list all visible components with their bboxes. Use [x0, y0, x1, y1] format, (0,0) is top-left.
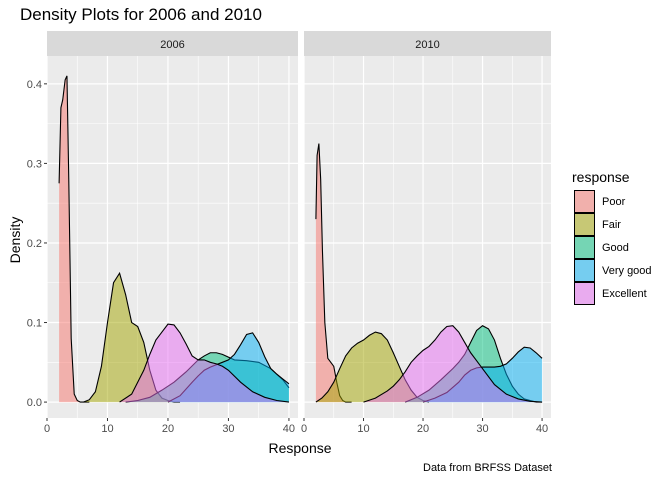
density-area-fair: [83, 273, 181, 403]
y-tick-label: 0.2: [27, 238, 42, 250]
y-tick-label: 0.0: [27, 397, 42, 409]
legend-item-poor: Poor: [574, 190, 626, 213]
legend-label: Excellent: [602, 288, 647, 300]
legend: response Poor Fair Good Very good Excellent: [572, 169, 652, 305]
facet-strip-label: 2006: [160, 39, 184, 51]
density-area-poor: [59, 75, 90, 403]
legend-label: Fair: [602, 219, 621, 231]
legend-item-very-good: Very good: [574, 259, 652, 282]
legend-item-fair: Fair: [574, 213, 621, 236]
x-tick-label: 10: [101, 423, 113, 435]
facet-panels: 2006 0 10 20 30 40 0.0 0.1 0.2 0.3 0.4 2010 0 10 20 30 4…: [27, 31, 551, 435]
x-tick-label: 0: [44, 423, 50, 435]
y-axis-title: Density: [7, 217, 23, 264]
density-line-excellent: [119, 323, 290, 403]
x-tick-label: 0: [301, 423, 307, 435]
density-areas: [315, 143, 543, 403]
facet-strip: [304, 31, 551, 56]
x-tick-label: 40: [536, 423, 548, 435]
x-tick-label: 20: [417, 423, 429, 435]
facet-strip: [47, 31, 298, 56]
legend-swatch: [574, 282, 595, 305]
legend-label: Very good: [602, 265, 652, 277]
facet-panel-2010: 2010 0 10 20 30 40: [301, 31, 551, 435]
legend-label: Poor: [602, 196, 626, 208]
legend-label: Good: [602, 242, 629, 254]
density-line-poor: [58, 75, 90, 403]
legend-item-good: Good: [574, 236, 629, 259]
x-tick-label: 30: [222, 423, 234, 435]
legend-swatch: [574, 259, 595, 282]
x-axis-title: Response: [268, 440, 331, 456]
density-areas: [58, 75, 290, 403]
x-tick-label: 10: [357, 423, 369, 435]
legend-title: response: [572, 169, 630, 185]
chart-caption: Data from BRFSS Dataset: [423, 462, 552, 474]
facet-panel-2006: 2006 0 10 20 30 40 0.0 0.1 0.2 0.3 0.4: [27, 31, 298, 435]
y-tick-label: 0.3: [27, 158, 42, 170]
density-area-excellent: [119, 324, 289, 403]
y-tick-label: 0.4: [27, 79, 42, 91]
legend-item-excellent: Excellent: [574, 282, 647, 305]
x-tick-label: 20: [162, 423, 174, 435]
legend-swatch: [574, 236, 595, 259]
y-tick-label: 0.1: [27, 318, 42, 330]
x-tick-label: 40: [283, 423, 295, 435]
chart-title: Density Plots for 2006 and 2010: [20, 5, 262, 24]
legend-swatch: [574, 213, 595, 236]
x-tick-label: 30: [476, 423, 488, 435]
density-area-excellent: [363, 325, 543, 403]
legend-swatch: [574, 190, 595, 213]
density-line-excellent: [363, 325, 543, 403]
facet-strip-label: 2010: [415, 39, 439, 51]
density-area-poor: [315, 143, 352, 403]
